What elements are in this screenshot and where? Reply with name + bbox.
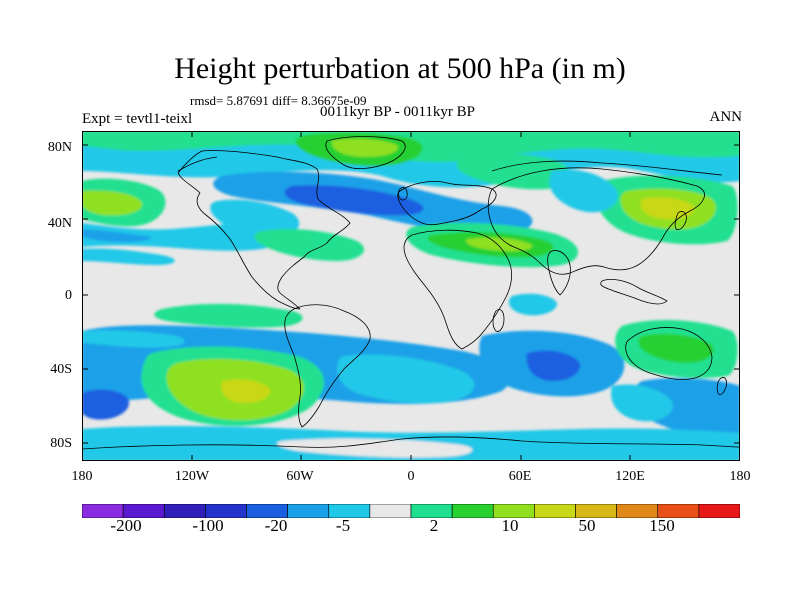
colorbar-cells: [82, 504, 740, 518]
southern-ocean-lightblue: [82, 330, 185, 348]
n-pacific-blue-band: [82, 223, 277, 251]
coast-antarctica: [82, 436, 740, 450]
lat-label-80n: 80N: [47, 140, 72, 155]
colorbar-label-minus100: -100: [192, 516, 224, 535]
greenland-yellow: [331, 138, 398, 157]
colorbar-label-50: 50: [578, 516, 596, 535]
experiment-label: Expt = tevtl1-teixl: [82, 111, 193, 127]
coast-india: [547, 250, 571, 296]
colorbar-cell: [698, 504, 740, 518]
coast-uk: [397, 187, 408, 201]
colorbar-label-minus200: -200: [110, 516, 142, 535]
contour-fill: [82, 131, 740, 461]
colorbar-label-2: 2: [429, 516, 439, 535]
sw-ocean-darkblue: [82, 389, 130, 420]
mid-asia-blue: [549, 169, 618, 213]
s-pacific-high-yellow: [221, 379, 271, 403]
coast-north-america: [177, 150, 351, 310]
antarctic-lightband: [277, 438, 473, 458]
coast-south-america: [284, 304, 371, 428]
colorbar-label-minus20: -20: [264, 516, 288, 535]
central-asia-green: [456, 153, 570, 190]
s-pacific-green-strip: [154, 303, 303, 328]
coast-greenland: [325, 136, 406, 169]
lon-label-60w: 60W: [286, 469, 314, 484]
coast-asia: [487, 167, 705, 275]
coast-arctic: [177, 156, 723, 176]
indian-ocean-blue: [508, 293, 558, 316]
lat-label-40n: 40N: [47, 216, 72, 231]
coast-se-asia-islands: [600, 279, 668, 305]
coast-africa: [403, 229, 512, 350]
colorbar-label-minus5: -5: [335, 516, 351, 535]
lon-label-120e: 120E: [615, 469, 645, 484]
s-indian-midblue: [526, 350, 581, 381]
lon-label-60e: 60E: [508, 469, 532, 484]
lon-label-180w: 180: [71, 469, 93, 484]
se-lightblue: [611, 384, 673, 422]
season-label: ANN: [709, 109, 743, 125]
colorbar-label-150: 150: [649, 516, 675, 535]
lat-label-40s: 40S: [50, 362, 72, 377]
coast-australia: [625, 327, 713, 380]
stats-text: rmsd= 5.87691 diff= 8.36675e-09: [190, 93, 367, 108]
lon-label-120w: 120W: [174, 469, 210, 484]
colorbar-label-10: 10: [501, 516, 519, 535]
map-panel: [82, 131, 740, 461]
colorbar: [82, 504, 740, 518]
n-atlantic-darkblue: [284, 185, 424, 216]
s-atlantic-blue: [337, 354, 475, 404]
lon-label-180e: 180: [729, 469, 751, 484]
lat-label-80s: 80S: [50, 436, 72, 451]
map-ticks: [82, 131, 740, 461]
coast-madagascar: [492, 309, 505, 332]
n-pacific-east-yellow: [82, 190, 143, 216]
lat-label-eq: 0: [65, 288, 72, 303]
coastlines: [82, 136, 740, 450]
n-pacific-midblue: [82, 229, 152, 243]
coast-japan: [674, 211, 687, 230]
lon-label-0: 0: [407, 469, 415, 484]
coast-new-zealand: [716, 377, 727, 395]
n-america-blue: [210, 199, 300, 238]
australia-green-mid: [638, 333, 714, 363]
coast-europe: [397, 181, 497, 226]
ne-asia-yellow: [640, 197, 695, 220]
n-america-green: [254, 229, 365, 261]
tropical-pacific-blue: [82, 248, 175, 265]
period-label: 0011kyr BP - 0011kyr BP: [320, 104, 476, 120]
plot-title: Height perturbation at 500 hPa (in m): [174, 52, 626, 85]
